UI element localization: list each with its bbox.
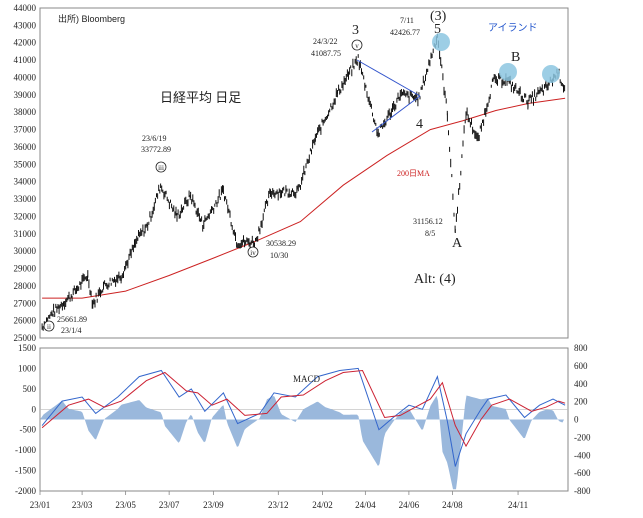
wave-v-label: v bbox=[355, 42, 359, 50]
x-tick-9: 24/08 bbox=[442, 500, 463, 510]
wave-B-label: B bbox=[511, 50, 520, 65]
macd-y-axis: -2000 -1500 -1000 -500 0 500 1000 1500 bbox=[15, 343, 37, 496]
island-circle-3 bbox=[542, 65, 560, 83]
macd-y-tick-0: -2000 bbox=[15, 486, 36, 496]
source-label: 出所) Bloomberg bbox=[58, 13, 125, 24]
price-y-tick-16: 41000 bbox=[14, 55, 37, 65]
wave-ii-marker: ii bbox=[43, 320, 55, 332]
price-y-tick-9: 34000 bbox=[14, 177, 37, 187]
price-y-tick-8: 33000 bbox=[14, 194, 37, 204]
annot-oct-value: 30538.29 bbox=[266, 239, 296, 248]
annot-jun-value: 33772.89 bbox=[141, 145, 171, 154]
wave-iii-label: iii bbox=[158, 164, 164, 172]
x-tick-0: 23/01 bbox=[30, 500, 51, 510]
x-tick-3: 23/07 bbox=[159, 500, 180, 510]
x-tick-1: 23/03 bbox=[72, 500, 93, 510]
price-y-tick-10: 35000 bbox=[14, 159, 37, 169]
wave-3-label: 3 bbox=[352, 23, 359, 38]
macd-y2-tick-6: 400 bbox=[574, 379, 588, 389]
macd-y2-tick-5: 200 bbox=[574, 397, 588, 407]
wave-A-label: A bbox=[452, 236, 463, 251]
annot-jun-date: 23/6/19 bbox=[142, 134, 166, 143]
x-tick-4: 23/09 bbox=[203, 500, 224, 510]
macd-y2-tick-1: -600 bbox=[574, 468, 591, 478]
x-axis: 23/01 23/03 23/05 23/07 23/09 23/12 24/02 24/04… bbox=[30, 491, 528, 510]
price-panel: 25000 26000 27000 28000 29000 30000 31000 32000… bbox=[14, 3, 569, 343]
macd-y2-tick-2: -400 bbox=[574, 450, 591, 460]
macd-y-tick-1: -1500 bbox=[15, 466, 36, 476]
ma200-series bbox=[42, 97, 566, 299]
wave-iii-marker: iii bbox=[155, 161, 167, 173]
annot-low-value: 25661.89 bbox=[57, 315, 87, 324]
wave-iv-marker: iv bbox=[247, 246, 259, 258]
island-circle-1 bbox=[432, 33, 450, 51]
wave-v-marker: v bbox=[351, 39, 363, 51]
price-y-tick-7: 32000 bbox=[14, 211, 37, 221]
price-y-tick-0: 25000 bbox=[14, 333, 37, 343]
macd-y-tick-4: 0 bbox=[32, 404, 37, 414]
wave-paren-3-label: (3) bbox=[430, 9, 447, 24]
price-y-tick-14: 39000 bbox=[14, 90, 37, 100]
macd-y2-tick-3: -200 bbox=[574, 432, 591, 442]
macd-y2-tick-4: 0 bbox=[574, 415, 579, 425]
price-y-tick-17: 42000 bbox=[14, 38, 37, 48]
macd-title: MACD bbox=[293, 374, 321, 384]
macd-y2-tick-0: -800 bbox=[574, 486, 591, 496]
pennant-triangle bbox=[356, 59, 421, 133]
wave-ii-label: ii bbox=[47, 323, 51, 331]
macd-series bbox=[41, 367, 566, 467]
price-y-tick-4: 29000 bbox=[14, 264, 37, 274]
macd-y-tick-7: 1500 bbox=[18, 343, 37, 353]
annot-oct-date: 10/30 bbox=[270, 251, 288, 260]
chart-title: 日経平均 日足 bbox=[160, 90, 241, 105]
pennant-upper-line bbox=[356, 59, 421, 97]
signal-series bbox=[41, 369, 566, 448]
annot-mar-date: 24/3/22 bbox=[313, 37, 337, 46]
price-y-tick-3: 28000 bbox=[14, 281, 37, 291]
x-tick-6: 24/02 bbox=[312, 500, 333, 510]
price-y-tick-15: 40000 bbox=[14, 72, 37, 82]
price-y-tick-13: 38000 bbox=[14, 107, 37, 117]
x-tick-7: 24/04 bbox=[355, 500, 376, 510]
annot-aug-date: 8/5 bbox=[425, 229, 435, 238]
wave-4-label: 4 bbox=[416, 117, 423, 132]
wave-5-label: 5 bbox=[434, 22, 441, 37]
price-y-axis: 25000 26000 27000 28000 29000 30000 31000 32000… bbox=[14, 3, 37, 343]
x-tick-10: 24/11 bbox=[508, 500, 528, 510]
x-tick-8: 24/06 bbox=[399, 500, 420, 510]
annot-jul-value: 42426.77 bbox=[390, 28, 420, 37]
island-label: アイランド bbox=[488, 22, 538, 34]
price-y-tick-1: 26000 bbox=[14, 316, 37, 326]
price-y-tick-5: 30000 bbox=[14, 246, 37, 256]
price-y-tick-19: 44000 bbox=[14, 3, 37, 13]
price-y-tick-6: 31000 bbox=[14, 229, 37, 239]
macd-histogram bbox=[40, 395, 564, 490]
macd-y-tick-6: 1000 bbox=[18, 363, 37, 373]
annot-aug-value: 31156.12 bbox=[413, 217, 443, 226]
x-tick-2: 23/05 bbox=[115, 500, 136, 510]
price-y-tick-18: 43000 bbox=[14, 20, 37, 30]
annot-jul-date: 7/11 bbox=[400, 16, 414, 25]
macd-y-tick-2: -1000 bbox=[15, 445, 36, 455]
macd-y2-tick-7: 600 bbox=[574, 361, 588, 371]
pennant-lower-line bbox=[371, 95, 421, 133]
annot-mar-value: 41087.75 bbox=[311, 49, 341, 58]
ma200-label: 200日MA bbox=[397, 169, 430, 178]
x-tick-5: 23/12 bbox=[268, 500, 289, 510]
price-y-tick-12: 37000 bbox=[14, 125, 37, 135]
island-circle-2 bbox=[499, 63, 517, 81]
price-y-tick-11: 36000 bbox=[14, 142, 37, 152]
wave-iv-label: iv bbox=[250, 249, 256, 257]
macd-y-tick-5: 500 bbox=[23, 384, 37, 394]
macd-y2-tick-8: 800 bbox=[574, 343, 588, 353]
alt-wave-label: Alt: (4) bbox=[414, 272, 456, 287]
price-y-tick-2: 27000 bbox=[14, 298, 37, 308]
macd-y2-axis: -800 -600 -400 -200 0 200 400 600 800 bbox=[574, 343, 591, 496]
annot-low-date: 23/1/4 bbox=[61, 326, 81, 335]
macd-y-tick-3: -500 bbox=[20, 425, 37, 435]
